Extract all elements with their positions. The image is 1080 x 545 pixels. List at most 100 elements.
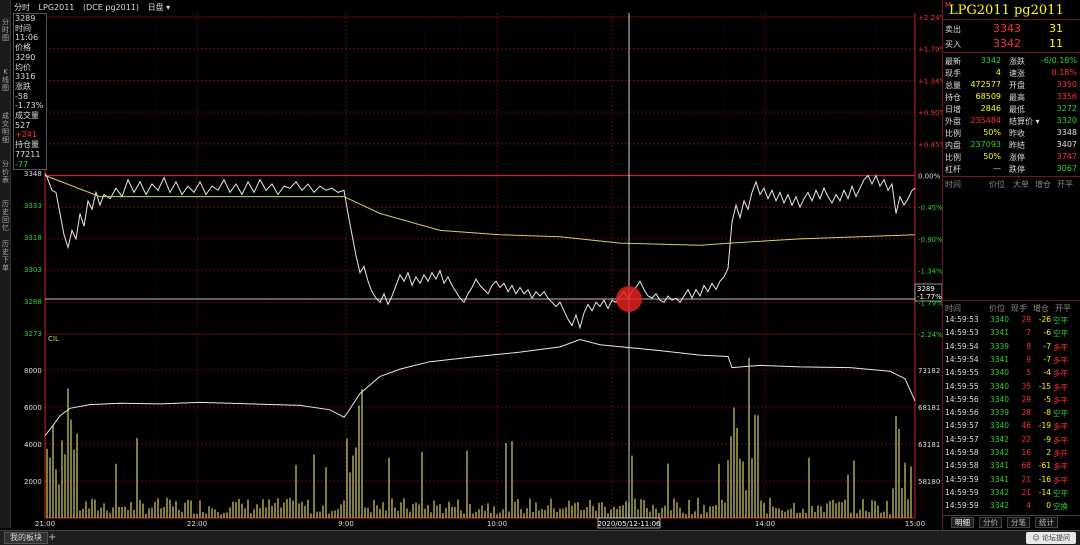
tick-volume: 35 — [1021, 381, 1031, 391]
tick-type: 空平 — [1053, 316, 1068, 325]
stat-label: 持仓 — [945, 93, 961, 102]
intraday-chart[interactable]: +2.24% +1.79% +1.34% +0.90% +0.45% 0.00% -0.45… — [0, 0, 942, 530]
oi-axis-label: 63181 — [918, 441, 940, 449]
tick-time: 14:59:57 — [945, 434, 979, 444]
tick-row: 14:59:54 3341 9 -7 多平 — [943, 354, 1080, 366]
volume-axis-label: 4000 — [24, 441, 42, 449]
stat-value: 3356 — [1056, 92, 1077, 101]
tab-history-recall[interactable]: 历史回忆 — [2, 200, 9, 232]
tick-type: 多平 — [1053, 395, 1068, 405]
average-price-line — [44, 175, 916, 246]
ask-volume: 31 — [1049, 22, 1063, 35]
stat-label: 比例 — [945, 153, 961, 162]
tab-price-table[interactable]: 分价表 — [2, 160, 9, 184]
info-price-top: 3289 — [15, 14, 36, 23]
stat-label: 最低 — [1009, 105, 1025, 114]
info-price-head: 价格 — [15, 43, 31, 53]
tick-volume: 28 — [1021, 408, 1031, 418]
stat-value: — — [993, 164, 1001, 173]
stat-row: 总量 472577 开盘 3350 — [943, 79, 1080, 91]
bottom-bar: 我的板块 + ☺ 论坛提问 — [0, 530, 1080, 545]
tick-row: 14:59:59 3342 4 0 空换 — [943, 500, 1080, 512]
tick-volume: 5 — [1026, 368, 1031, 378]
tick-price: 3339 — [989, 408, 1009, 418]
stat-label: 涨跌 — [1009, 57, 1025, 66]
stat-value: 3407 — [1056, 140, 1077, 149]
cursor-price-label: 3289 — [917, 285, 935, 293]
stat-value: -6/0.18% — [1040, 56, 1077, 65]
stat-row: 比例 50% 涨停 3747 — [943, 151, 1080, 163]
ask-label: 卖出 — [945, 25, 961, 34]
tab-k-line-chart[interactable]: K线图 — [2, 68, 9, 92]
stat-value: 472577 — [970, 80, 1001, 89]
tab-trade-detail[interactable]: 成交明细 — [2, 112, 9, 144]
tick-row: 14:59:59 3342 21 -14 空平 — [943, 487, 1080, 499]
info-oi-delta: -77 — [15, 159, 29, 169]
chart-exchange: (DCE pg2011) — [82, 3, 140, 12]
tick-row: 14:59:54 3339 8 -7 多平 — [943, 341, 1080, 353]
stat-row: 外盘 235484 结算价 ▾ 3320 — [943, 115, 1080, 127]
tick-oi-change: -16 — [1038, 474, 1051, 484]
tab-timeshare-chart[interactable]: 分时图 — [2, 18, 9, 42]
stat-label: 日增 — [945, 105, 961, 114]
left-price-label: 3288 — [24, 298, 42, 306]
tick-time: 14:59:53 — [945, 315, 979, 324]
volume-axis-label: 2000 — [24, 478, 42, 486]
tab-ticks[interactable]: 分笔 — [1007, 517, 1030, 528]
detail-tabs: 明细 分价 分笔 统计 — [943, 515, 1080, 528]
my-sector-tab[interactable]: 我的板块 — [4, 532, 48, 544]
tab-price-dist[interactable]: 分价 — [979, 517, 1002, 528]
oi-axis-label: 68181 — [918, 404, 940, 412]
tick-time: 14:59:57 — [945, 421, 979, 431]
ask-price: 3343 — [993, 22, 1021, 35]
tick-type: 空平 — [1053, 488, 1068, 498]
info-oi-head: 持仓量 — [15, 140, 39, 150]
add-tab-button[interactable]: + — [48, 532, 57, 543]
stat-value: 3348 — [1056, 128, 1077, 137]
stat-label: 内盘 — [945, 141, 961, 150]
quote-header: M LPG2011 pg2011 — [943, 0, 1080, 20]
crosshair-time-box — [597, 517, 661, 529]
stat-value: 2846 — [980, 104, 1001, 113]
time-axis-label: 22:00 — [187, 520, 207, 528]
tick-price: 3341 — [989, 461, 1009, 471]
bid-row: 买入 3342 11 — [943, 37, 1080, 51]
volume-axis-label: 6000 — [24, 404, 42, 412]
divider — [943, 52, 1080, 53]
stat-value: 0.18% — [1051, 68, 1077, 77]
tick-type: 多平 — [1053, 435, 1068, 445]
left-price-label: 3333 — [24, 202, 42, 210]
bid-label: 买入 — [945, 40, 961, 49]
stat-value: 3320 — [1056, 116, 1077, 125]
stat-label: 现手 — [945, 69, 961, 78]
tick-type: 多平 — [1053, 422, 1068, 432]
tick-volume: 4 — [1026, 501, 1031, 511]
time-axis-label: 10:00 — [487, 520, 507, 528]
tick-price: 3342 — [989, 487, 1009, 497]
left-tab-strip: 分时图 K线图 成交明细 分价表 历史回忆 历史下单 — [0, 0, 11, 528]
divider — [943, 176, 1080, 177]
tick-time: 14:59:59 — [945, 474, 979, 484]
stat-value: 3272 — [1056, 104, 1077, 113]
info-oi-value: 77211 — [15, 149, 41, 159]
tick-oi-change: -26 — [1038, 315, 1051, 324]
tick-volume: 21 — [1021, 474, 1031, 484]
stat-value: 50% — [983, 128, 1001, 137]
stat-value: 237093 — [970, 140, 1001, 149]
stat-label: 昨结 — [1009, 141, 1025, 150]
divider — [943, 300, 1080, 301]
tab-history-order[interactable]: 历史下单 — [2, 240, 9, 272]
info-oi-change: +241 — [15, 130, 37, 140]
tab-statistics[interactable]: 统计 — [1035, 517, 1058, 528]
stat-label: 速涨 — [1009, 69, 1025, 78]
tick-oi-change: -4 — [1043, 368, 1051, 378]
price-line — [44, 173, 916, 330]
crosshair-time-label: 2020/05/12-11:06 — [597, 520, 661, 528]
stat-value: 50% — [983, 152, 1001, 161]
volume-axis-label: 8000 — [24, 367, 42, 375]
forum-question-button[interactable]: ☺ 论坛提问 — [1026, 532, 1076, 544]
tick-oi-change: -15 — [1038, 381, 1051, 391]
tab-detail[interactable]: 明细 — [951, 517, 974, 528]
right-pct-label: +1.79% — [918, 46, 942, 54]
session-dropdown[interactable]: 日盘 ▾ — [147, 3, 171, 12]
